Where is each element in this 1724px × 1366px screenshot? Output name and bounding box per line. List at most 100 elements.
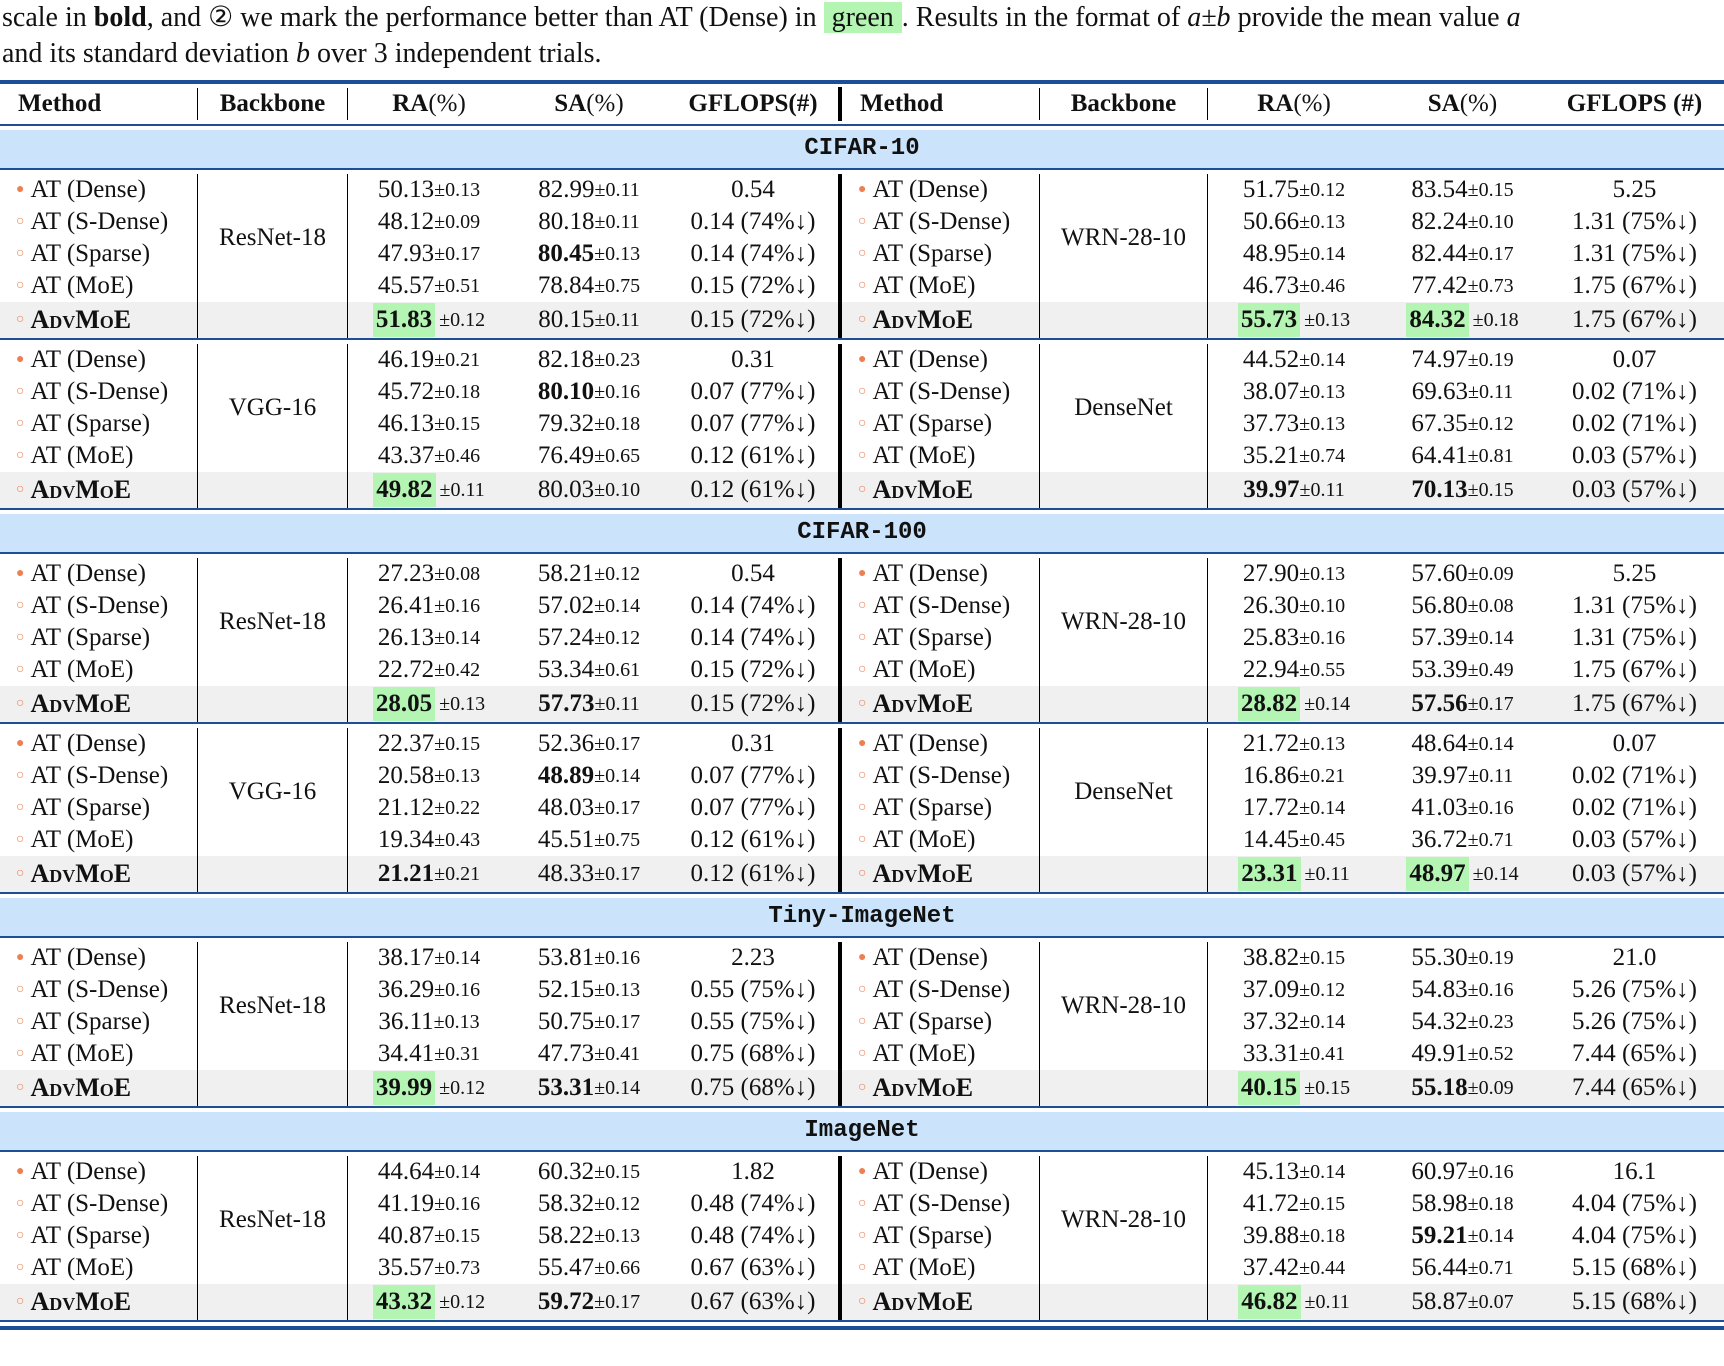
hollow-circle-icon: ○ — [858, 448, 867, 463]
sa-cell: 82.44 ±0.17 — [1380, 238, 1545, 270]
method-label: AT (Sparse) — [30, 410, 151, 437]
std-dev: ±0.18 — [1472, 308, 1519, 331]
ra-value: 37.09 — [1242, 976, 1300, 1003]
column-header-unit: (%) — [1459, 90, 1498, 117]
std-dev: ±0.11 — [594, 210, 640, 233]
sa-cell: 53.31 ±0.14 — [510, 1070, 668, 1106]
header-rule — [0, 124, 1724, 126]
method-label: AdvMoE — [872, 689, 974, 718]
method-label: AT (MoE) — [30, 442, 134, 469]
std-dev: ±0.75 — [594, 274, 641, 297]
std-dev: ±0.65 — [594, 444, 641, 467]
std-dev: ±0.14 — [434, 946, 481, 969]
group-rule — [0, 1320, 1724, 1322]
hollow-circle-icon: ○ — [858, 662, 867, 677]
method-cell: ○ AdvMoE — [842, 686, 1040, 722]
method-label: AdvMoE — [872, 475, 974, 504]
ra-cell: 37.73 ±0.13 — [1208, 408, 1380, 440]
hollow-circle-icon: ○ — [858, 1228, 867, 1243]
column-header-bold: Method — [18, 90, 102, 117]
std-dev: ±0.73 — [434, 1256, 481, 1279]
gflops-cell: 0.15 (72%↓) — [690, 272, 816, 299]
sa-value: 67.35 — [1411, 410, 1468, 437]
method-cell: ○ AT (Sparse) — [0, 1220, 198, 1252]
group-rule — [0, 508, 1724, 510]
method-label: AdvMoE — [30, 689, 132, 718]
sa-value: 48.89 — [537, 762, 595, 789]
sa-value: 57.60 — [1411, 560, 1468, 587]
backbone-empty — [1040, 472, 1208, 508]
sa-value: 36.72 — [1411, 826, 1468, 853]
sa-value: 70.13 — [1411, 476, 1468, 503]
std-dev: ±0.15 — [1467, 478, 1514, 501]
sa-value: 58.21 — [537, 560, 595, 587]
sa-cell: 80.15 ±0.11 — [510, 302, 668, 338]
sa-value: 54.83 — [1411, 976, 1468, 1003]
ra-value: 14.45 — [1242, 826, 1300, 853]
column-header: RA (%) — [1208, 90, 1380, 118]
gflops-cell: 0.67 (63%↓) — [690, 1288, 816, 1315]
sa-cell: 57.56 ±0.17 — [1380, 686, 1545, 722]
gflops-cell: 0.07 (77%↓) — [690, 378, 816, 405]
method-label: AT (Dense) — [30, 944, 146, 971]
section-rule — [0, 552, 1724, 554]
std-dev: ±0.81 — [1467, 444, 1514, 467]
ra-cell: 33.31 ±0.41 — [1208, 1038, 1380, 1070]
result-group: ResNet-18 ● AT (Dense) 27.23 ±0.08 58.21 ±0.12… — [0, 558, 1724, 722]
ra-value: 48.12 — [377, 208, 435, 235]
hollow-circle-icon: ○ — [16, 662, 25, 677]
sa-value: 41.03 — [1411, 794, 1468, 821]
column-header-bold: Backbone — [219, 90, 326, 117]
sa-cell: 57.24 ±0.12 — [510, 622, 668, 654]
hollow-circle-icon: ○ — [16, 278, 25, 293]
std-dev: ±0.15 — [1304, 1076, 1351, 1099]
std-dev: ±0.23 — [1467, 1010, 1514, 1033]
method-cell: ○ AT (Sparse) — [0, 238, 198, 270]
column-header-bold: SA — [554, 90, 587, 117]
sa-value: 74.97 — [1411, 346, 1468, 373]
method-label: AT (Sparse) — [872, 1222, 993, 1249]
ra-value: 35.21 — [1242, 442, 1300, 469]
column-header-unit: (%) — [586, 90, 624, 117]
ra-value: 27.90 — [1242, 560, 1300, 587]
hollow-circle-icon: ○ — [16, 982, 25, 997]
std-dev: ±0.14 — [1304, 692, 1351, 715]
ra-value: 37.73 — [1242, 410, 1300, 437]
gflops-cell: 1.31 (75%↓) — [1572, 208, 1697, 235]
sa-value: 56.44 — [1411, 1254, 1468, 1281]
std-dev: ±0.15 — [434, 412, 481, 435]
std-dev: ±0.12 — [594, 626, 641, 649]
std-dev: ±0.45 — [1299, 828, 1346, 851]
std-dev: ±0.13 — [433, 1010, 480, 1033]
std-dev: ±0.10 — [594, 478, 641, 501]
std-dev: ±0.22 — [434, 796, 481, 819]
caption-segment: , and ② we mark the performance better t… — [146, 2, 824, 33]
ra-cell: 14.45 ±0.45 — [1208, 824, 1380, 856]
caption-segment: bold — [93, 2, 147, 33]
ra-cell: 17.72 ±0.14 — [1208, 792, 1380, 824]
ra-cell: 46.13 ±0.15 — [348, 408, 510, 440]
std-dev: ±0.23 — [594, 348, 641, 371]
gflops-cell: 0.31 — [731, 730, 775, 757]
hollow-circle-icon: ○ — [858, 246, 867, 261]
group-rule — [0, 892, 1724, 894]
method-cell: ○ AT (S-Dense) — [842, 760, 1040, 792]
std-dev: ±0.11 — [1299, 478, 1345, 501]
caption-segment: green — [823, 2, 902, 33]
column-header-bold: RA — [1257, 90, 1294, 117]
ra-value: 26.41 — [377, 592, 435, 619]
gflops-cell: 0.03 (57%↓) — [1572, 476, 1697, 503]
ra-cell: 45.72 ±0.18 — [348, 376, 510, 408]
ra-cell: 48.12 ±0.09 — [348, 206, 510, 238]
method-label: AT (Sparse) — [30, 794, 151, 821]
gflops-cell: 1.31 (75%↓) — [1572, 592, 1697, 619]
hollow-circle-icon: ○ — [858, 278, 867, 293]
sa-value: 45.51 — [537, 826, 595, 853]
method-cell: ○ AT (MoE) — [842, 1252, 1040, 1284]
ra-value: 20.58 — [377, 762, 435, 789]
sa-cell: 59.21 ±0.14 — [1380, 1220, 1545, 1252]
std-dev: ±0.73 — [1467, 274, 1514, 297]
ra-value: 26.30 — [1242, 592, 1300, 619]
column-header-bold: GFLOPS(#) — [688, 90, 818, 117]
backbone-empty — [198, 686, 348, 722]
